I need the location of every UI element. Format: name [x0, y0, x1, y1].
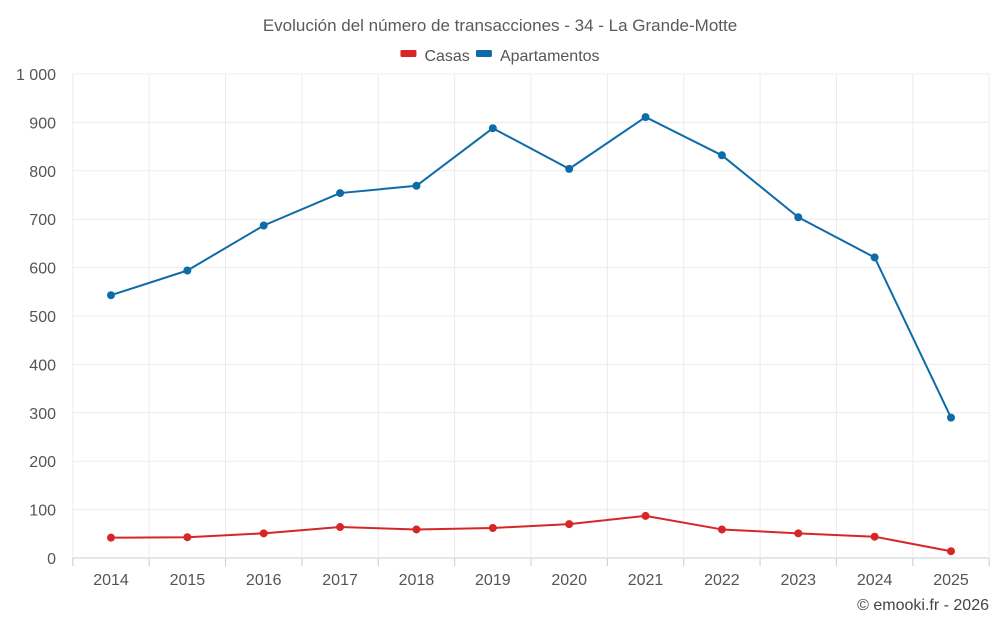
- series-line: [110, 514, 952, 553]
- x-tick-label: 2014: [93, 572, 129, 589]
- x-tick-label: 2017: [322, 572, 358, 589]
- data-point[interactable]: [565, 520, 574, 529]
- series: [107, 113, 955, 556]
- data-point[interactable]: [336, 523, 345, 532]
- x-tick-label: 2024: [857, 572, 893, 589]
- data-point[interactable]: [947, 547, 955, 556]
- data-point[interactable]: [259, 221, 268, 230]
- data-point[interactable]: [947, 413, 955, 422]
- data-point[interactable]: [565, 164, 574, 173]
- data-point[interactable]: [717, 151, 726, 160]
- legend-item[interactable]: Casas: [400, 48, 470, 65]
- data-point[interactable]: [641, 113, 650, 122]
- legend-swatch: [400, 50, 417, 57]
- y-tick-label: 0: [47, 551, 56, 568]
- legend-label: Casas: [424, 48, 469, 65]
- x-tick-label: 2025: [933, 572, 969, 589]
- legend: Casas Apartamentos: [400, 48, 600, 65]
- x-tick-label: 2019: [475, 572, 511, 589]
- data-point[interactable]: [183, 533, 192, 542]
- data-point[interactable]: [794, 529, 803, 538]
- x-tick-label: 2022: [704, 572, 740, 589]
- data-point[interactable]: [870, 253, 879, 262]
- series-apartamentos: [107, 113, 955, 422]
- x-tick-label: 2015: [170, 572, 206, 589]
- data-point[interactable]: [870, 532, 879, 541]
- y-tick-label: 200: [29, 454, 56, 471]
- y-tick-label: 800: [29, 164, 56, 181]
- data-point[interactable]: [183, 266, 192, 275]
- y-tick-label: 700: [29, 212, 56, 229]
- data-point[interactable]: [107, 533, 115, 542]
- legend-swatch: [475, 50, 492, 57]
- data-point[interactable]: [107, 291, 115, 300]
- y-tick-label: 900: [29, 115, 56, 132]
- legend-item[interactable]: Apartamentos: [475, 48, 600, 65]
- data-point[interactable]: [259, 529, 268, 538]
- x-tick-label: 2020: [551, 572, 587, 589]
- y-tick-label: 600: [29, 261, 56, 278]
- y-tick-label: 400: [29, 357, 56, 374]
- y-tick-label: 100: [29, 503, 56, 520]
- data-point[interactable]: [794, 213, 803, 222]
- data-point[interactable]: [488, 523, 497, 532]
- data-point[interactable]: [488, 124, 497, 133]
- y-tick-label: 1 000: [16, 67, 56, 84]
- credit-text: © emooki.fr - 2026: [857, 597, 989, 614]
- grid: [72, 73, 990, 559]
- x-tick-label: 2023: [780, 572, 816, 589]
- data-point[interactable]: [641, 511, 650, 520]
- series-casas: [107, 511, 955, 556]
- x-tick-label: 2018: [399, 572, 435, 589]
- x-tick-label: 2021: [628, 572, 664, 589]
- data-point[interactable]: [336, 189, 345, 198]
- chart-title: Evolución del número de transacciones - …: [263, 16, 737, 35]
- y-tick-label: 500: [29, 309, 56, 326]
- data-point[interactable]: [412, 181, 421, 190]
- legend-label: Apartamentos: [500, 48, 600, 65]
- data-point[interactable]: [717, 525, 726, 534]
- data-point[interactable]: [412, 525, 421, 534]
- y-tick-label: 300: [29, 406, 56, 423]
- series-line: [110, 116, 952, 419]
- x-tick-label: 2016: [246, 572, 282, 589]
- axes: 0 100 200 300 400 500 600 700 800 900 1 000 2014 201…: [16, 67, 990, 589]
